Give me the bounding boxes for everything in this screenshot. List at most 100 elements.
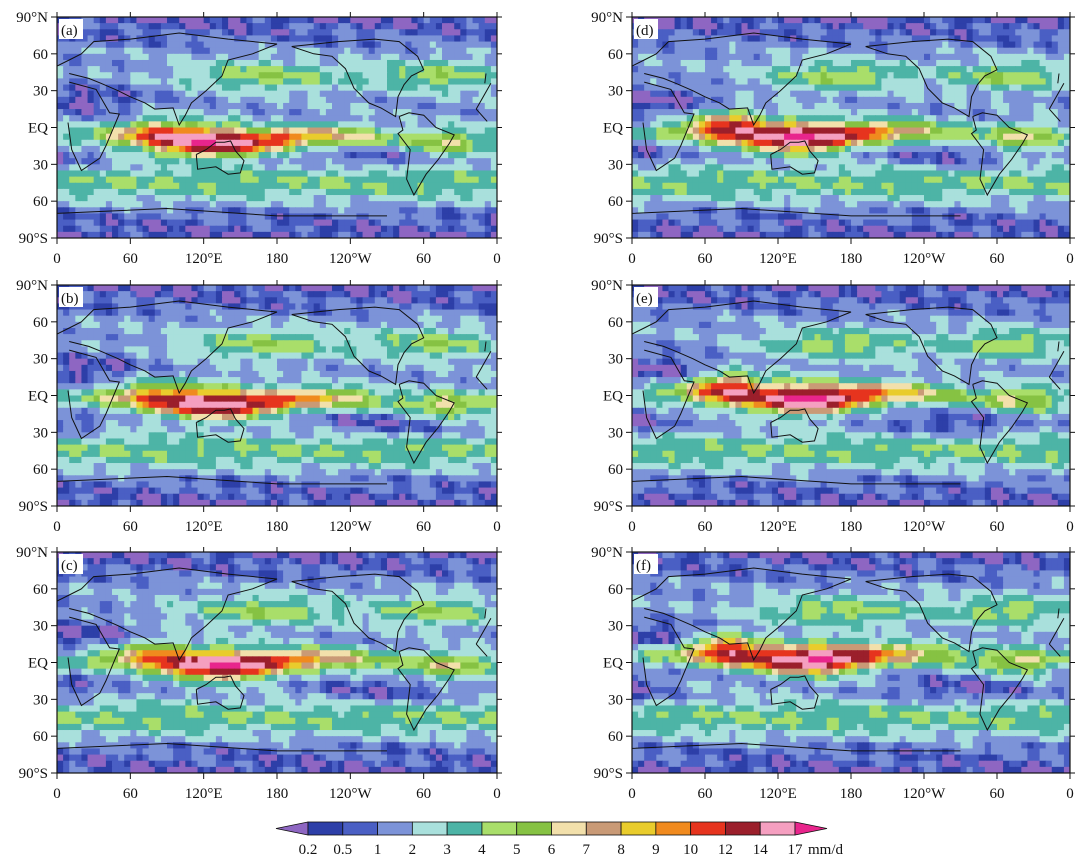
field-cell (472, 450, 480, 458)
field-cell (319, 231, 327, 238)
field-cell (252, 401, 260, 409)
field-cell (350, 321, 358, 329)
field-cell (93, 334, 101, 341)
field-cell (277, 53, 284, 61)
field-cell (154, 164, 162, 172)
field-cell (136, 297, 144, 305)
field-cell (185, 420, 193, 427)
field-cell (490, 84, 497, 92)
field-cell (63, 59, 70, 67)
field-cell (442, 133, 449, 141)
field-cell (209, 358, 217, 366)
field-cell (75, 444, 83, 452)
field-cell (362, 358, 370, 366)
field-cell (472, 469, 480, 476)
field-cell (173, 207, 180, 215)
field-cell (99, 102, 107, 110)
field-cell (160, 139, 168, 147)
field-cell (277, 285, 284, 292)
field-cell (203, 219, 211, 227)
field-cell (118, 346, 125, 354)
field-cell (130, 407, 138, 415)
field-cell (295, 66, 303, 73)
field-cell (258, 444, 266, 452)
field-cell (460, 47, 468, 55)
field-cell (234, 420, 241, 427)
field-cell (228, 475, 235, 483)
field-cell (124, 152, 131, 159)
field-cell (87, 420, 95, 427)
field-cell (246, 213, 254, 221)
field-cell (277, 456, 284, 464)
field-cell (307, 346, 315, 354)
field-cell (87, 334, 95, 341)
field-cell (319, 401, 327, 409)
field-cell (338, 90, 345, 98)
field-cell (490, 164, 497, 172)
field-cell (344, 96, 351, 104)
field-cell (209, 72, 217, 79)
field-cell (160, 432, 168, 440)
field-cell (160, 389, 168, 397)
field-cell (148, 201, 156, 208)
field-cell (179, 334, 186, 341)
field-cell (325, 164, 333, 172)
field-cell (301, 152, 309, 159)
field-cell (313, 303, 321, 311)
field-cell (75, 309, 83, 317)
field-cell (490, 35, 497, 43)
field-cell (380, 115, 388, 122)
field-cell (332, 420, 339, 427)
field-cell (374, 219, 382, 227)
field-cell (350, 225, 358, 233)
field-cell (63, 231, 70, 238)
field-cell (399, 152, 406, 159)
field-cell (81, 463, 89, 470)
field-cell (185, 475, 193, 483)
field-cell (252, 370, 260, 378)
field-cell (399, 231, 406, 238)
field-cell (142, 389, 150, 397)
field-cell (160, 41, 168, 49)
field-cell (362, 456, 370, 464)
field-cell (307, 377, 315, 384)
field-cell (246, 231, 254, 238)
field-cell (240, 207, 248, 215)
field-cell (319, 377, 327, 384)
field-cell (173, 389, 180, 397)
field-cell (283, 401, 290, 409)
field-cell (344, 407, 351, 415)
field-cell (167, 164, 174, 172)
field-cell (356, 225, 364, 233)
field-cell (264, 309, 272, 317)
field-cell (191, 420, 199, 427)
field-cell (277, 133, 284, 141)
field-cell (435, 78, 443, 86)
field-cell (252, 463, 260, 470)
field-cell (344, 456, 351, 464)
field-cell (112, 420, 119, 427)
field-cell (307, 321, 315, 329)
field-cell (301, 413, 309, 421)
field-cell (246, 182, 254, 190)
field-cell (478, 59, 486, 67)
field-cell (63, 170, 70, 178)
field-cell (380, 109, 388, 116)
field-cell (344, 413, 351, 421)
field-cell (478, 66, 486, 73)
field-cell (142, 17, 150, 24)
field-cell (466, 152, 474, 159)
field-cell (356, 17, 364, 24)
field-cell (75, 327, 83, 335)
field-cell (215, 90, 223, 98)
field-cell (81, 291, 89, 298)
field-cell (118, 102, 125, 110)
field-cell (466, 225, 474, 233)
field-cell (63, 469, 70, 476)
field-cell (289, 164, 296, 172)
field-cell (405, 352, 413, 360)
field-cell (423, 450, 431, 458)
field-cell (69, 139, 76, 147)
field-cell (393, 334, 400, 341)
field-cell (173, 188, 180, 196)
